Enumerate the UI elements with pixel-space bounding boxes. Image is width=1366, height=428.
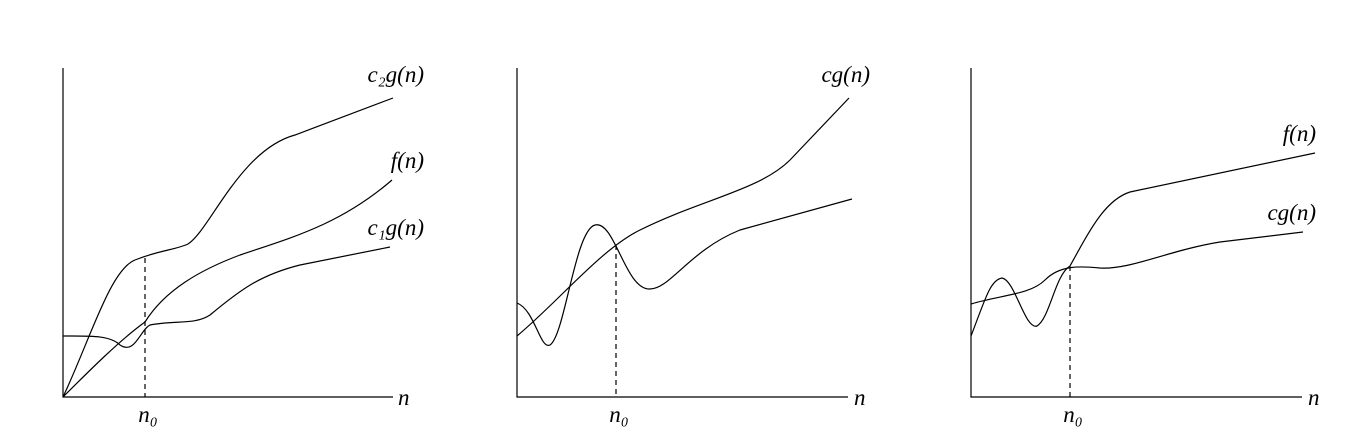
curve-label: f(n): [391, 148, 424, 173]
caption: f(n) = Θ(g(n)): [207, 425, 337, 428]
panel-omega: f(n) cg(n) n n₀ f(n) = Ω(g(n)): [970, 68, 1320, 428]
axis-label: n: [398, 385, 410, 410]
curve: [62, 97, 394, 398]
threshold-label: n₀: [1063, 402, 1083, 427]
axes: [970, 68, 1302, 398]
panel-big-o: cg(n) n n₀ f(n) = O(g(n)): [516, 62, 870, 428]
curve: [62, 179, 393, 398]
axes: [516, 68, 848, 398]
curve: [516, 198, 853, 346]
caption: f(n) = O(g(n)): [690, 425, 820, 428]
curve: [970, 231, 1304, 305]
curve-label: c₁g(n): [367, 215, 424, 240]
curve-label: cg(n): [1267, 200, 1316, 225]
axis-label: n: [854, 385, 866, 410]
threshold-label: n₀: [609, 402, 629, 427]
axis-label: n: [1308, 385, 1320, 410]
curve: [970, 152, 1316, 337]
axes: [62, 68, 393, 398]
curve-label: c₂g(n): [367, 62, 424, 87]
panel-theta: c₂g(n) f(n) c₁g(n) n n₀ f(n) = Θ(g(n)): [62, 62, 424, 428]
curve: [62, 246, 391, 348]
caption: f(n) = Ω(g(n)): [1145, 425, 1276, 428]
curve: [516, 97, 850, 337]
threshold-label: n₀: [138, 402, 158, 427]
curve-label: f(n): [1283, 121, 1316, 146]
curve-label: cg(n): [821, 62, 870, 87]
